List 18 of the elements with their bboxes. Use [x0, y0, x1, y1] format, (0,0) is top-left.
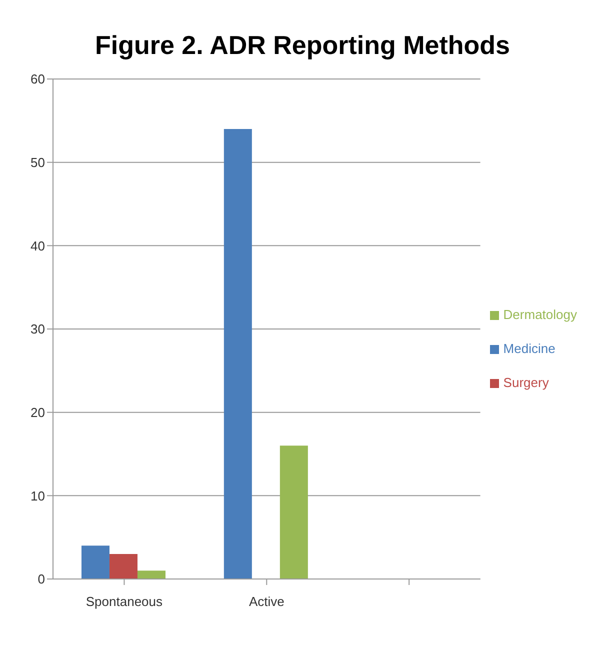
y-tick-label: 60 [30, 72, 45, 87]
legend-label: Surgery [503, 375, 549, 390]
y-tick-label: 50 [30, 154, 45, 170]
y-tick-label: 20 [30, 404, 45, 420]
y-tick-label: 10 [30, 488, 45, 504]
bar [109, 554, 138, 579]
bar [224, 129, 252, 579]
x-tick-label: Active [248, 594, 284, 610]
legend-label: Medicine [503, 341, 556, 356]
y-tick-label: 40 [30, 238, 45, 254]
bar [137, 570, 166, 579]
x-tick-label: Spontaneous [86, 594, 164, 610]
chart-title: Figure 2. ADR Reporting Methods [94, 29, 512, 62]
bar [81, 546, 110, 579]
y-tick-label: 30 [30, 322, 45, 337]
bar [280, 446, 308, 579]
legend-label: Dermatology [503, 307, 577, 322]
y-tick-label: 0 [38, 572, 45, 587]
